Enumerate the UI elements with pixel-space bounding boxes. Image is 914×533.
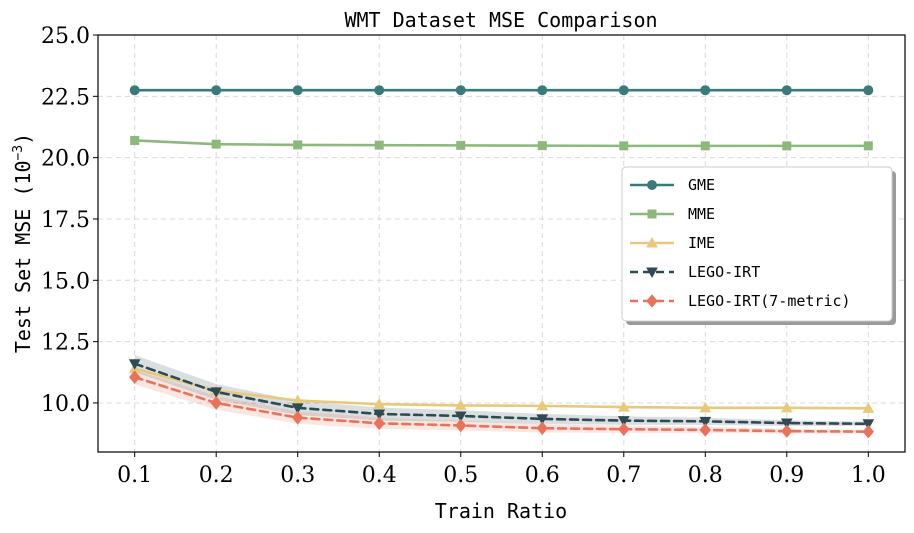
y-tick-label: 25.0 — [41, 24, 90, 49]
legend-marker-ime — [646, 236, 658, 248]
series-line-lego-irt-7-metric — [133, 375, 870, 433]
data-point-gme — [374, 85, 385, 96]
data-point-lego-irt — [699, 416, 712, 428]
data-point-mme — [374, 140, 384, 150]
legend-marker-mme — [647, 209, 657, 219]
y-tick-label: 12.5 — [41, 331, 90, 356]
x-tick-label: 0.1 — [117, 463, 152, 488]
data-point-mme — [456, 140, 466, 150]
data-point-lego-irt-7-metric — [373, 416, 385, 431]
band-lego-irt-7-metric — [134, 369, 869, 434]
data-point-mme — [293, 140, 303, 150]
data-point-lego-irt-7-metric — [455, 418, 467, 433]
data-point-ime — [617, 401, 630, 412]
data-point-lego-irt-7-metric — [292, 410, 304, 425]
axis-ticks: 0.1 0.2 0.3 0.4 0.5 0.6 0.7 0.8 0.9 1.0 10.0 12.5 15… — [41, 24, 886, 488]
x-tick-label: 0.4 — [362, 463, 397, 488]
y-tick-label: 17.5 — [41, 208, 90, 233]
y-tick-label: 10.0 — [41, 392, 90, 417]
legend: GME MME IME LEGO-IRT LEGO-IRT(7-metric) — [621, 166, 896, 325]
data-point-gme — [781, 85, 792, 96]
data-point-ime — [780, 401, 793, 413]
data-point-gme — [455, 85, 466, 96]
data-point-ime — [862, 402, 875, 413]
legend-marker-lego-irt — [646, 267, 658, 279]
x-tick-label: 1.0 — [851, 463, 886, 488]
x-tick-label: 0.6 — [525, 463, 560, 488]
series-line-ime — [133, 367, 870, 410]
data-point-gme — [863, 85, 874, 96]
data-point-mme — [863, 141, 873, 151]
plot-frame — [97, 34, 906, 453]
y-axis-label: Test Set MSE (10−3) — [11, 133, 35, 353]
series-line-lego-irt — [133, 362, 870, 426]
legend-label-lego-irt: LEGO-IRT — [688, 263, 760, 281]
data-point-mme — [130, 135, 140, 145]
data-point-mme — [619, 141, 629, 151]
data-point-lego-irt-7-metric — [536, 421, 548, 435]
y-axis-label-main: Test Set MSE (10 — [11, 161, 35, 354]
data-point-ime — [373, 398, 386, 409]
legend-items: GME MME IME LEGO-IRT LEGO-IRT(7-metric) — [630, 176, 851, 310]
data-point-lego-irt — [617, 416, 630, 427]
x-tick-label: 0.2 — [199, 463, 234, 488]
x-tick-label: 0.3 — [280, 463, 315, 488]
data-point-ime — [536, 399, 549, 411]
data-point-lego-irt-7-metric — [781, 424, 793, 438]
y-axis-label-exponent: −3 — [11, 145, 26, 161]
data-point-lego-irt-7-metric — [699, 423, 711, 437]
data-point-lego-irt — [373, 409, 386, 421]
data-point-lego-irt-7-metric — [129, 370, 141, 384]
legend-label-lego-irt-7-metric: LEGO-IRT(7-metric) — [688, 292, 851, 310]
y-tick-label: 20.0 — [41, 147, 90, 172]
data-point-lego-irt — [780, 418, 793, 430]
data-point-lego-irt — [291, 403, 304, 414]
y-tick-label: 22.5 — [41, 85, 90, 110]
data-point-gme — [700, 85, 711, 96]
data-point-mme — [782, 141, 792, 151]
x-tick-label: 0.9 — [769, 463, 804, 488]
series-line-mme — [133, 139, 870, 148]
data-point-lego-irt — [210, 387, 223, 398]
x-tick-label: 0.7 — [606, 463, 641, 488]
legend-marker-lego-irt-7-metric — [646, 294, 658, 308]
chart-title: WMT Dataset MSE Comparison — [344, 8, 657, 32]
data-point-lego-irt — [454, 411, 467, 422]
data-point-mme — [700, 141, 710, 151]
data-point-mme — [537, 141, 547, 151]
data-point-gme — [537, 85, 548, 96]
x-tick-label: 0.8 — [688, 463, 723, 488]
legend-label-ime: IME — [688, 234, 715, 252]
data-point-lego-irt — [536, 414, 549, 425]
data-point-gme — [292, 85, 303, 96]
data-point-lego-irt — [862, 419, 875, 430]
legend-marker-gme — [647, 180, 657, 190]
legend-label-mme: MME — [688, 205, 715, 223]
data-point-gme — [618, 85, 629, 96]
legend-label-gme: GME — [688, 176, 715, 194]
legend-box — [621, 166, 893, 322]
y-axis-label-close: ) — [11, 133, 35, 145]
data-point-lego-irt — [128, 359, 141, 370]
data-point-lego-irt-7-metric — [618, 422, 630, 436]
series-lines — [128, 85, 875, 439]
data-point-gme — [129, 85, 140, 96]
band-lego-irt — [134, 355, 869, 426]
data-point-mme — [211, 139, 221, 149]
data-point-gme — [211, 85, 222, 96]
data-point-lego-irt-7-metric — [210, 396, 222, 410]
x-tick-label: 0.5 — [443, 463, 478, 488]
x-axis-label: Train Ratio — [435, 499, 567, 523]
data-point-ime — [454, 399, 467, 410]
data-point-ime — [699, 401, 712, 413]
data-point-lego-irt-7-metric — [862, 424, 874, 439]
y-tick-label: 15.0 — [41, 269, 90, 294]
